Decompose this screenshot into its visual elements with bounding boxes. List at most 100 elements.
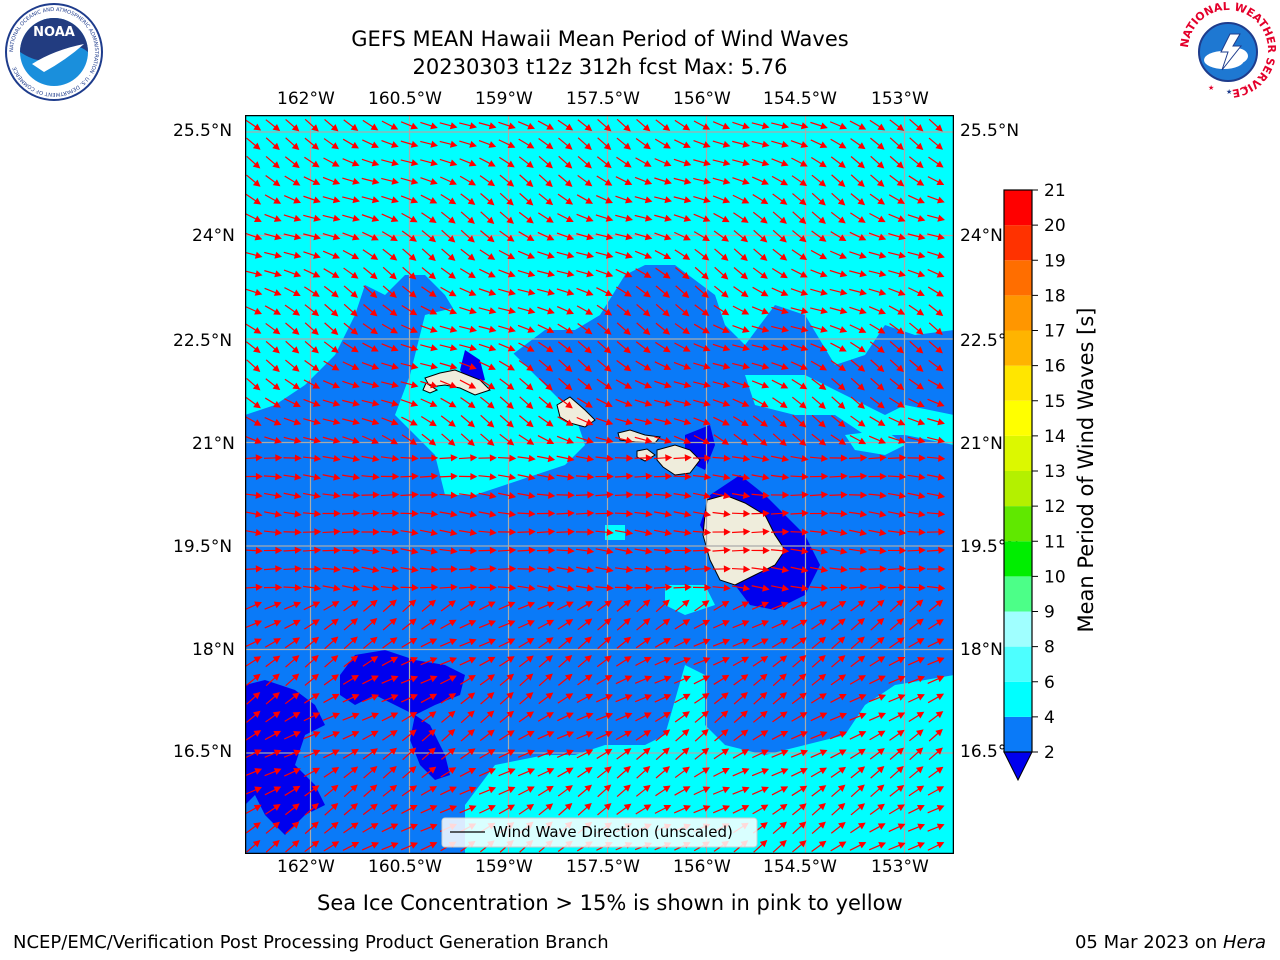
wave-direction-arrowhead <box>702 767 710 775</box>
wave-direction-arrowhead <box>840 491 848 499</box>
wave-direction-arrowhead <box>781 584 790 592</box>
lon-label: 154.5°W <box>763 89 837 109</box>
wave-direction-arrowhead <box>526 711 535 719</box>
wave-direction-arrowhead <box>430 159 438 167</box>
wave-direction-arrowhead <box>584 123 593 132</box>
wave-direction-arrowhead <box>839 731 848 738</box>
wave-direction-arrowhead <box>274 510 283 518</box>
wave-direction-arrowhead <box>779 401 788 409</box>
wave-direction-arrowhead <box>840 565 848 573</box>
wave-direction-arrowhead <box>468 767 477 775</box>
wave-direction-arrowhead <box>916 785 925 793</box>
wave-direction-arrowhead <box>527 270 536 278</box>
wave-direction-arrowhead <box>313 492 322 500</box>
wave-direction-arrowhead <box>682 345 691 352</box>
colorbar-swatch <box>1004 260 1032 296</box>
wave-direction-arrowhead <box>411 472 419 480</box>
wave-direction-arrowhead <box>703 510 712 518</box>
wave-direction-arrowhead <box>430 344 438 352</box>
wave-direction-arrowhead <box>467 216 475 224</box>
wave-direction-arrowhead <box>662 345 671 353</box>
wave-direction-arrowhead <box>469 491 478 499</box>
wave-direction-arrowhead <box>566 712 574 719</box>
wave-direction-arrowhead <box>371 234 379 241</box>
wave-direction-arrowhead <box>937 436 946 444</box>
wave-direction-arrowhead <box>857 383 865 391</box>
lon-label: 159°W <box>475 89 533 109</box>
wave-direction-arrowhead <box>801 584 809 592</box>
wave-direction-arrowhead <box>703 159 711 167</box>
wave-direction-arrowhead <box>470 547 478 555</box>
wave-direction-arrowhead <box>800 289 809 296</box>
wave-direction-arrowhead <box>664 214 672 222</box>
wave-direction-arrowhead <box>272 804 281 811</box>
colorbar: 2 4 6 8 9 10 11 12 13 14 15 16 17 18 19 20 21 <box>1003 181 1066 782</box>
wave-direction-arrowhead <box>915 599 924 607</box>
wave-direction-arrowhead <box>681 272 690 280</box>
wave-direction-arrowhead <box>254 638 262 645</box>
wave-direction-arrowhead <box>389 253 398 261</box>
wave-direction-arrowhead <box>781 140 789 148</box>
wave-direction-arrowhead <box>779 420 788 428</box>
wave-direction-arrowhead <box>545 673 553 681</box>
wave-direction-arrowhead <box>527 122 536 130</box>
wave-direction-arrowhead <box>488 344 497 352</box>
wave-direction-arrowhead <box>526 803 535 811</box>
wave-direction-arrowhead <box>253 215 262 223</box>
wave-direction-arrowhead <box>489 583 497 592</box>
wave-direction-arrowhead <box>625 214 633 222</box>
wave-direction-arrowhead <box>293 270 302 278</box>
lon-label: 160.5°W <box>368 89 442 109</box>
wave-direction-arrowhead <box>682 693 691 701</box>
wave-direction-arrowhead <box>603 364 612 372</box>
wave-direction-arrowhead <box>935 160 944 168</box>
wave-direction-arrowhead <box>314 546 322 554</box>
wave-direction-arrowhead <box>486 438 495 446</box>
wave-direction-arrowhead <box>857 198 866 206</box>
wave-direction-arrowhead <box>586 251 595 259</box>
wave-direction-arrowhead <box>761 344 770 352</box>
wave-direction-arrowhead <box>664 177 672 185</box>
wave-direction-arrowhead <box>331 841 340 849</box>
wave-direction-arrowhead <box>312 712 321 719</box>
chart-subtitle: 20230303 t12z 312h fcst Max: 5.76 <box>412 55 788 79</box>
wave-direction-arrowhead <box>545 692 554 700</box>
wave-direction-arrowhead <box>566 270 575 278</box>
wave-direction-arrowhead <box>409 438 418 445</box>
wave-direction-arrowhead <box>604 289 613 297</box>
wave-direction-arrowhead <box>702 675 711 682</box>
wave-direction-arrowhead <box>389 747 398 755</box>
wave-direction-arrowhead <box>351 252 360 260</box>
wave-direction-arrowhead <box>292 692 300 700</box>
wave-direction-arrowhead <box>761 381 770 389</box>
wave-direction-arrowhead <box>370 748 378 756</box>
wave-direction-arrowhead <box>489 492 497 500</box>
wave-direction-arrowhead <box>312 767 321 775</box>
wave-direction-arrowhead <box>545 383 553 391</box>
wave-direction-arrowhead <box>273 308 282 315</box>
wave-direction-arrowhead <box>683 141 691 148</box>
wave-direction-arrowhead <box>584 142 592 151</box>
wave-direction-arrowhead <box>701 600 710 608</box>
wave-direction-arrowhead <box>740 692 748 700</box>
wave-direction-arrowhead <box>799 401 807 409</box>
wave-direction-arrowhead <box>351 141 359 149</box>
wave-direction-arrowhead <box>876 599 885 607</box>
wave-direction-arrowhead <box>896 123 905 131</box>
wave-direction-arrowhead <box>506 382 515 390</box>
wave-direction-arrowhead <box>449 140 458 148</box>
wave-direction-arrowhead <box>742 454 751 462</box>
wave-direction-arrowhead <box>292 619 301 627</box>
wave-direction-arrowhead <box>877 730 886 738</box>
wave-direction-arrowhead <box>369 272 378 280</box>
wave-direction-arrowhead <box>525 383 534 391</box>
wave-direction-arrowhead <box>488 289 497 296</box>
wave-direction-arrowhead <box>624 675 633 682</box>
wave-direction-arrowhead <box>351 748 359 756</box>
wave-direction-arrowhead <box>585 731 594 738</box>
wave-direction-arrowhead <box>546 785 554 793</box>
wave-direction-arrowhead <box>274 528 283 536</box>
wave-direction-arrowhead <box>662 766 670 774</box>
wave-direction-arrowhead <box>938 528 946 536</box>
wave-direction-arrowhead <box>798 216 807 225</box>
